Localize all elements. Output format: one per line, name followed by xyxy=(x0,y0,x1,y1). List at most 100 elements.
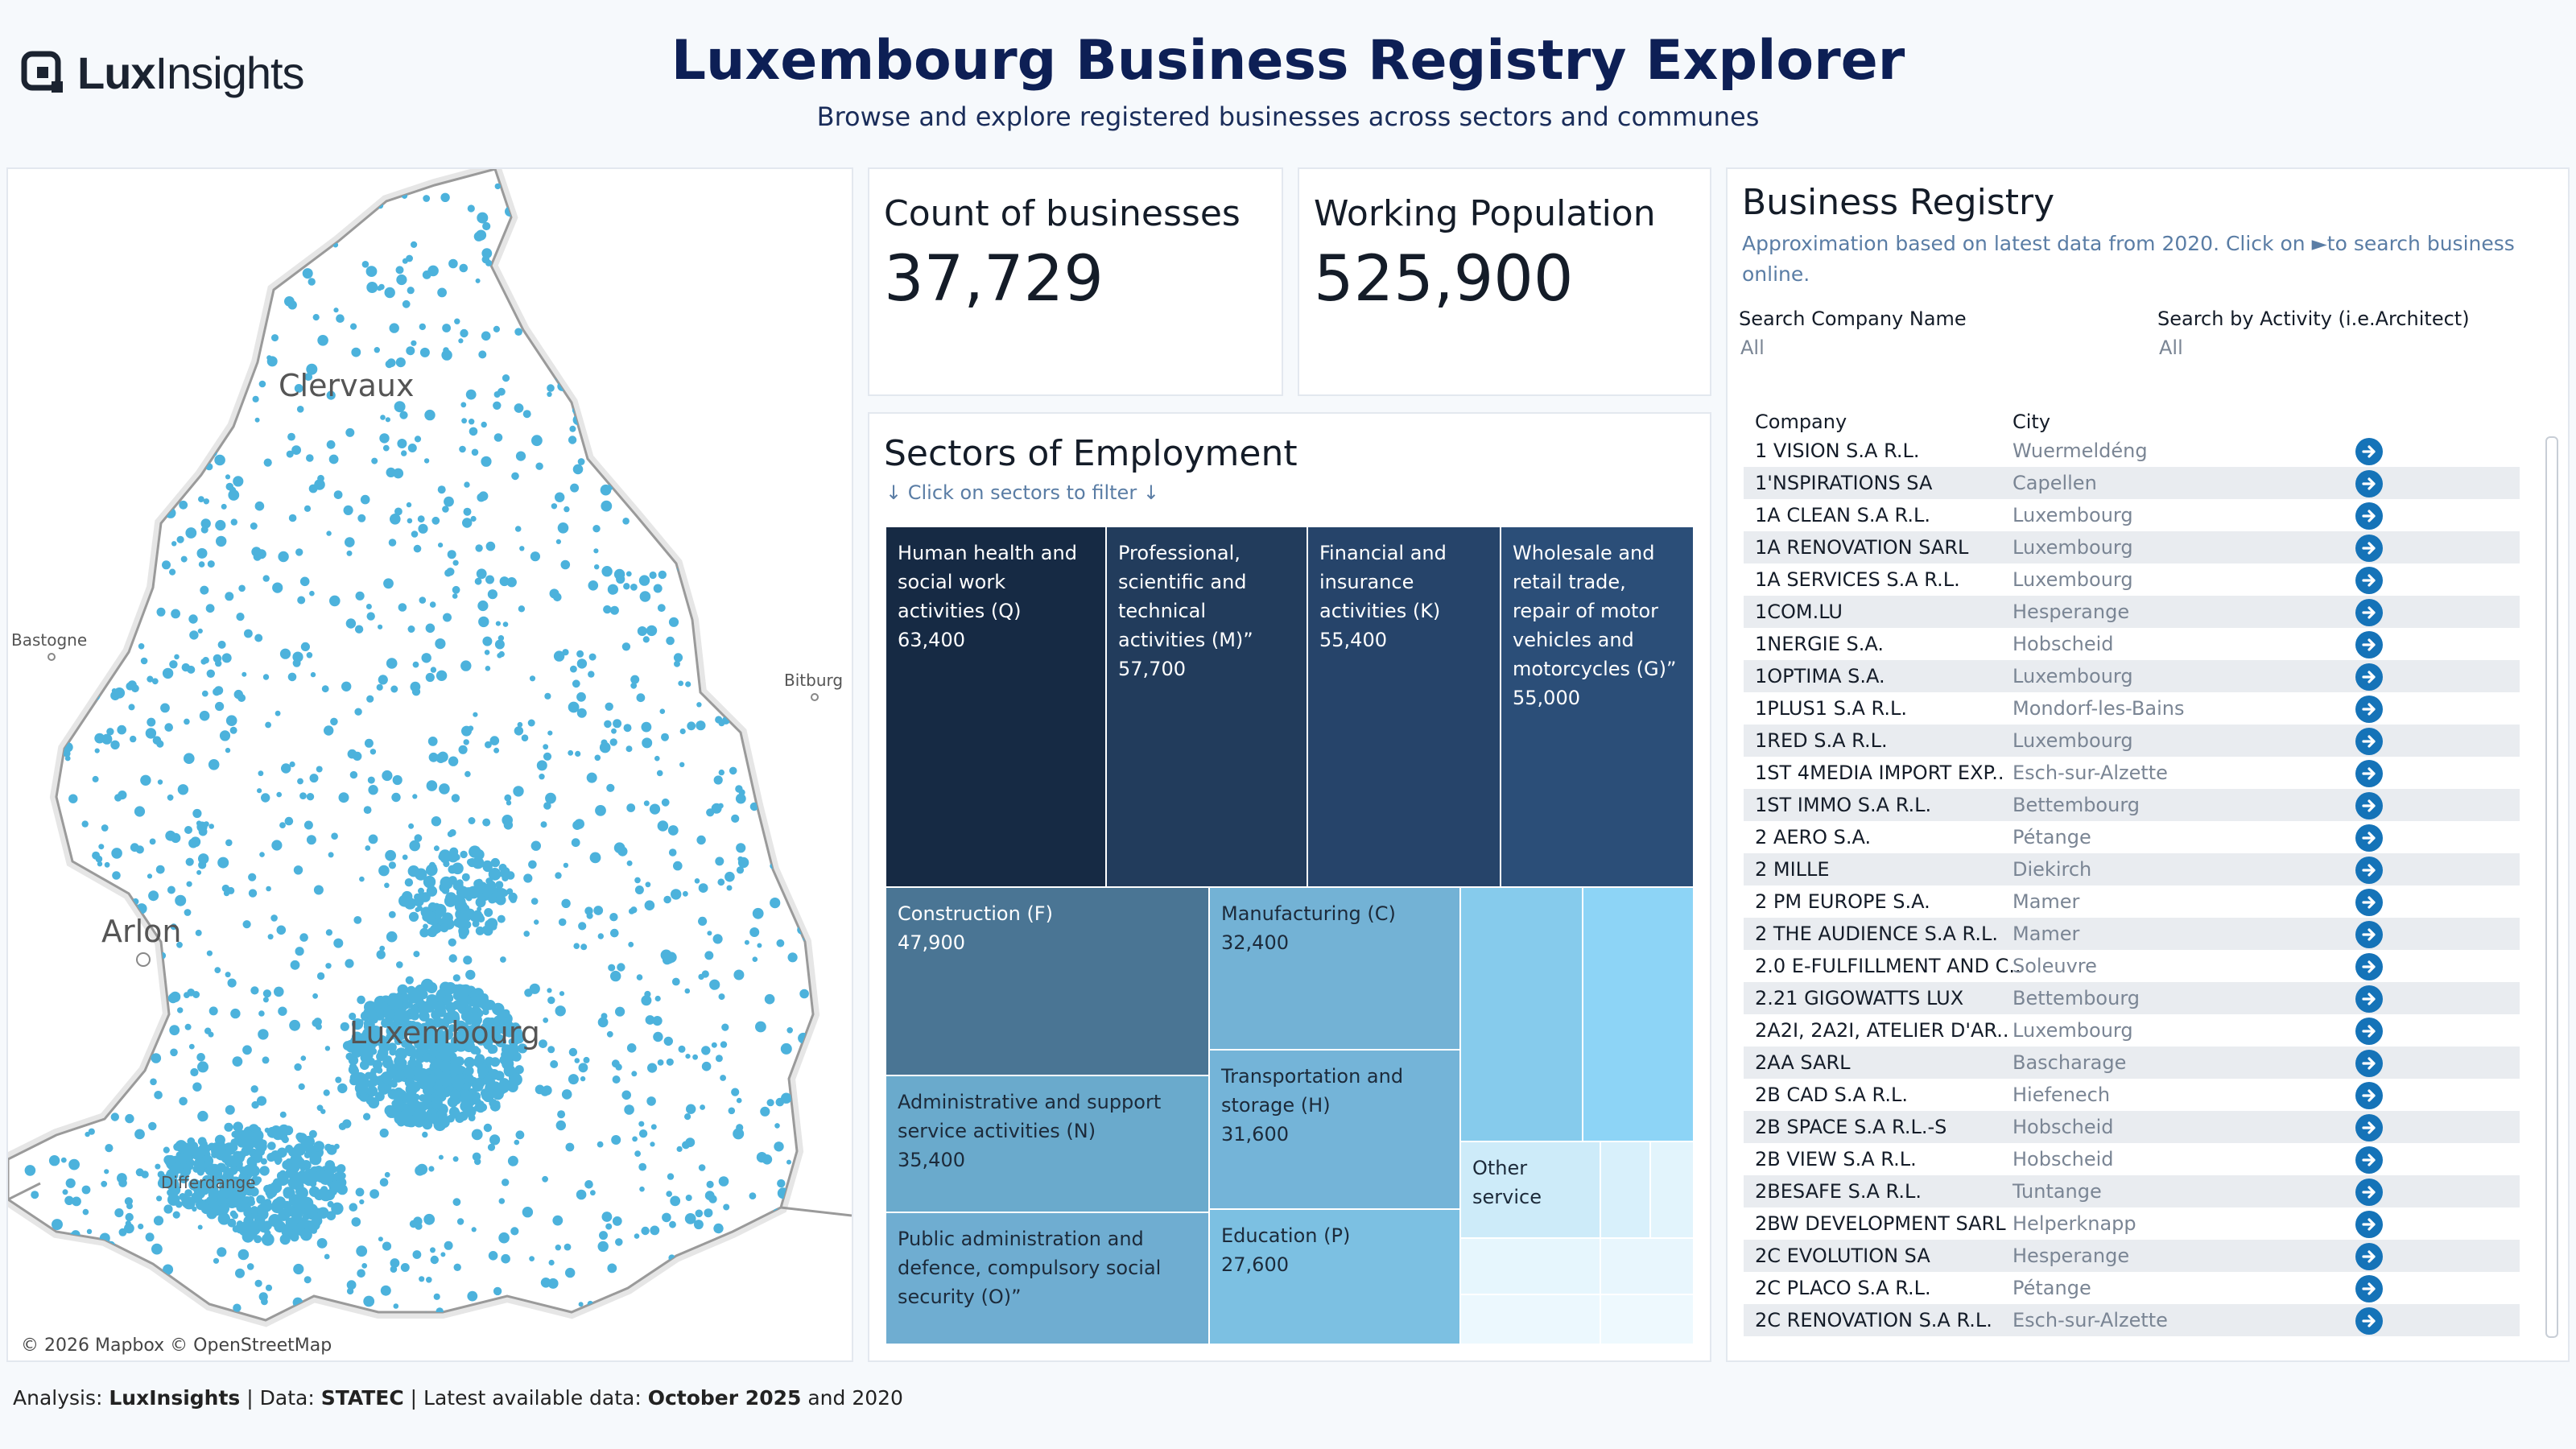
search-online-icon[interactable] xyxy=(2355,502,2383,530)
search-online-icon[interactable] xyxy=(2355,1211,2383,1238)
city-cell: Helperknapp xyxy=(2013,1212,2136,1235)
kpi-population-value: 525,900 xyxy=(1314,243,1574,316)
sector-value: 27,600 xyxy=(1221,1253,1289,1276)
map-canvas[interactable]: Bastogne Bitburg Clervaux Arlon Luxembou… xyxy=(8,169,852,1360)
search-online-icon[interactable] xyxy=(2355,663,2383,691)
search-online-icon[interactable] xyxy=(2355,1050,2383,1077)
search-online-icon[interactable] xyxy=(2355,985,2383,1013)
search-online-icon[interactable] xyxy=(2355,889,2383,916)
search-online-icon[interactable] xyxy=(2355,1243,2383,1270)
table-row: 1 VISION S.A R.L. Wuermeldéng xyxy=(1744,435,2520,467)
table-row: 1OPTIMA S.A. Luxembourg xyxy=(1744,660,2520,692)
city-cell: Capellen xyxy=(2013,472,2097,494)
search-online-icon[interactable] xyxy=(2355,438,2383,465)
sector-name: Manufacturing (C) xyxy=(1221,902,1396,925)
table-row: 2 PM EUROPE S.A. Mamer xyxy=(1744,886,2520,918)
company-cell: 2B SPACE S.A R.L.-S xyxy=(1755,1116,1947,1138)
company-cell: 1'NSPIRATIONS SA xyxy=(1755,472,1933,494)
search-online-icon[interactable] xyxy=(2355,1114,2383,1141)
place-clervaux: Clervaux xyxy=(279,368,414,403)
sector-tile-small[interactable] xyxy=(1600,1294,1694,1344)
city-cell: Bascharage xyxy=(2013,1051,2127,1074)
search-online-icon[interactable] xyxy=(2355,696,2383,723)
city-cell: Esch-sur-Alzette xyxy=(2013,762,2168,784)
place-bastogne: Bastogne xyxy=(11,630,87,650)
search-online-icon[interactable] xyxy=(2355,631,2383,658)
footer-analysis: LuxInsights xyxy=(109,1386,241,1410)
search-online-icon[interactable] xyxy=(2355,567,2383,594)
sector-name: Construction (F) xyxy=(898,902,1053,925)
logo-text-light: Insights xyxy=(155,47,305,98)
footer-credits: Analysis: LuxInsights | Data: STATEC | L… xyxy=(13,1386,903,1410)
sector-tile[interactable]: Financial and insurance activities (K) 55… xyxy=(1307,526,1501,887)
sector-tile-small[interactable] xyxy=(1650,1141,1694,1238)
search-online-icon[interactable] xyxy=(2355,921,2383,948)
sector-tile-small[interactable] xyxy=(1460,1294,1600,1344)
registry-scrollbar[interactable] xyxy=(2545,436,2558,1338)
sector-tile[interactable]: Public administration and defence, compu… xyxy=(886,1212,1209,1344)
city-cell: Hobscheid xyxy=(2013,1148,2114,1170)
company-cell: 2B CAD S.A R.L. xyxy=(1755,1084,1909,1106)
footer-source: STATEC xyxy=(320,1386,404,1410)
sector-name: Human health and social work activities … xyxy=(898,542,1077,622)
activity-filter[interactable]: All xyxy=(2159,336,2183,359)
company-cell: 1ST IMMO S.A R.L. xyxy=(1755,794,1932,816)
sector-tile-small[interactable] xyxy=(1460,887,1583,1141)
column-header-company: Company xyxy=(1755,411,1847,433)
company-cell: 1A CLEAN S.A R.L. xyxy=(1755,504,1930,526)
kpi-businesses-label: Count of businesses xyxy=(884,193,1241,234)
city-cell: Hiefenech xyxy=(2013,1084,2111,1106)
sector-tile[interactable]: Education (P) 27,600 xyxy=(1209,1209,1460,1344)
company-cell: 2B VIEW S.A R.L. xyxy=(1755,1148,1917,1170)
sector-tile[interactable]: Other service xyxy=(1460,1141,1600,1238)
search-online-icon[interactable] xyxy=(2355,1146,2383,1174)
city-cell: Pétange xyxy=(2013,1277,2091,1299)
table-row: 1PLUS1 S.A R.L. Mondorf-les-Bains xyxy=(1744,692,2520,724)
search-online-icon[interactable] xyxy=(2355,857,2383,884)
sector-tile[interactable]: Administrative and support service activ… xyxy=(886,1075,1209,1212)
search-online-icon[interactable] xyxy=(2355,1082,2383,1109)
company-cell: 2A2I, 2A2I, ATELIER D'AR.. xyxy=(1755,1019,2009,1042)
sector-tile[interactable]: Construction (F) 47,900 xyxy=(886,887,1209,1075)
search-online-icon[interactable] xyxy=(2355,824,2383,852)
sector-value: 55,400 xyxy=(1319,629,1387,651)
sector-tile[interactable]: Human health and social work activities … xyxy=(886,526,1106,887)
search-online-icon[interactable] xyxy=(2355,953,2383,980)
company-cell: 1RED S.A R.L. xyxy=(1755,729,1888,752)
search-online-icon[interactable] xyxy=(2355,728,2383,755)
sector-tile-small[interactable] xyxy=(1600,1141,1650,1238)
company-filter[interactable]: All xyxy=(1740,336,1765,359)
search-online-icon[interactable] xyxy=(2355,1307,2383,1335)
table-row: 2BESAFE S.A R.L. Tuntange xyxy=(1744,1175,2520,1208)
search-online-icon[interactable] xyxy=(2355,760,2383,787)
business-map[interactable]: Bastogne Bitburg Clervaux Arlon Luxembou… xyxy=(6,167,853,1362)
brand-logo: LuxInsights xyxy=(21,47,305,99)
table-row: 1COM.LU Hesperange xyxy=(1744,596,2520,628)
table-row: 2C PLACO S.A R.L. Pétange xyxy=(1744,1272,2520,1304)
sector-tile[interactable]: Manufacturing (C) 32,400 xyxy=(1209,887,1460,1050)
company-cell: 2BESAFE S.A R.L. xyxy=(1755,1180,1922,1203)
city-cell: Diekirch xyxy=(2013,858,2092,881)
logo-text-bold: Lux xyxy=(77,47,156,98)
search-online-icon[interactable] xyxy=(2355,470,2383,497)
search-online-icon[interactable] xyxy=(2355,535,2383,562)
search-online-icon[interactable] xyxy=(2355,1018,2383,1045)
search-online-icon[interactable] xyxy=(2355,1275,2383,1302)
sector-tile-small[interactable] xyxy=(1600,1238,1694,1294)
sectors-treemap[interactable]: Human health and social work activities … xyxy=(886,526,1694,1344)
sector-tile[interactable]: Wholesale and retail trade, repair of mo… xyxy=(1501,526,1694,887)
sector-tile[interactable]: Professional, scientific and technical a… xyxy=(1106,526,1307,887)
sector-tile[interactable]: Transportation and storage (H) 31,600 xyxy=(1209,1050,1460,1209)
table-row: 2B SPACE S.A R.L.-S Hobscheid xyxy=(1744,1111,2520,1143)
company-cell: 2C RENOVATION S.A R.L. xyxy=(1755,1309,1992,1331)
kpi-population-label: Working Population xyxy=(1314,193,1656,234)
sector-tile-small[interactable] xyxy=(1460,1238,1600,1294)
sector-tile-small[interactable] xyxy=(1583,887,1694,1141)
search-online-icon[interactable] xyxy=(2355,792,2383,819)
company-cell: 1COM.LU xyxy=(1755,601,1843,623)
sector-value: 32,400 xyxy=(1221,931,1289,954)
search-online-icon[interactable] xyxy=(2355,599,2383,626)
search-online-icon[interactable] xyxy=(2355,1179,2383,1206)
column-header-city: City xyxy=(2013,411,2051,433)
city-cell: Luxembourg xyxy=(2013,568,2133,591)
